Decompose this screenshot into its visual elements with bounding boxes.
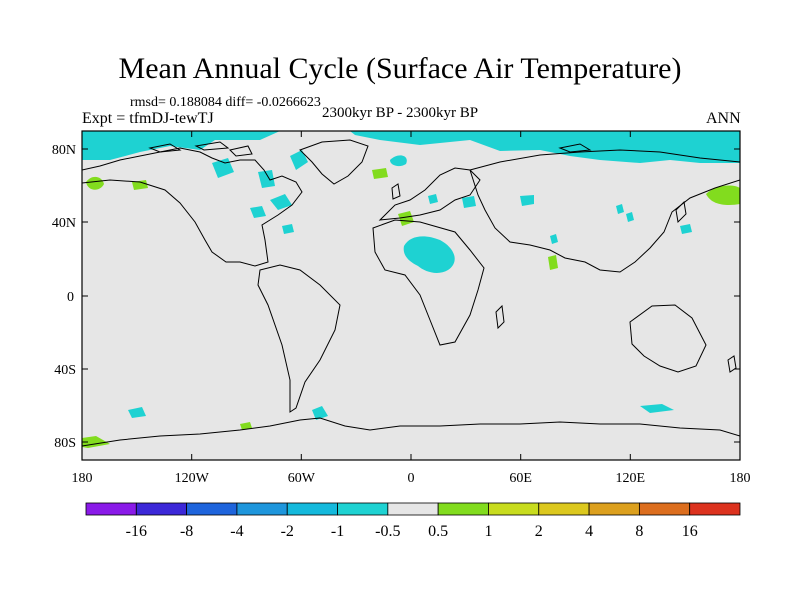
coastline-north-america — [82, 147, 303, 267]
y-tick-label: 80S — [54, 436, 76, 451]
colorbar-label: 1 — [484, 523, 492, 540]
x-tick-label: 0 — [408, 471, 415, 486]
colorbar-label: -16 — [126, 523, 147, 540]
colorbar-label: -1 — [331, 523, 344, 540]
colorbar-swatch — [236, 502, 288, 516]
colorbar-label: 4 — [585, 523, 593, 540]
cyan-anomaly-patches — [82, 131, 740, 420]
green-anomaly-patches — [82, 168, 740, 448]
x-tick-label: 120E — [616, 471, 646, 486]
season-label: ANN — [706, 110, 741, 127]
plot-subtitle: 2300kyr BP - 2300kyr BP — [321, 105, 479, 121]
y-tick-label: 40S — [54, 363, 76, 378]
coastlines — [82, 139, 740, 447]
y-tick-label: 40N — [52, 216, 76, 231]
map-background — [82, 131, 740, 460]
y-tick-label: 80N — [52, 143, 76, 158]
colorbar-label: 16 — [682, 523, 698, 540]
coastline-europe — [378, 167, 481, 221]
coastline-antarctica — [82, 417, 740, 447]
x-axis — [81, 131, 741, 460]
x-tick-label: 180 — [730, 471, 751, 486]
coastline-south-america — [257, 264, 341, 413]
coastline-greenland — [299, 139, 369, 185]
colorbar-label: -8 — [180, 523, 193, 540]
colorbar-swatch — [85, 502, 137, 516]
y-axis — [82, 148, 740, 443]
colorbar-label: 0.5 — [428, 523, 448, 540]
x-tick-label: 60W — [288, 471, 316, 486]
y-tick-label: 0 — [67, 290, 74, 305]
colorbar-label: -0.5 — [375, 523, 400, 540]
colorbar-swatch — [186, 502, 238, 516]
colorbar-swatch — [437, 502, 489, 516]
colorbar — [85, 502, 741, 516]
colorbar-swatch — [286, 502, 338, 516]
colorbar-swatch — [387, 502, 439, 516]
colorbar-swatch — [689, 502, 741, 516]
colorbar-swatch — [488, 502, 540, 516]
x-tick-label: 60E — [509, 471, 532, 486]
colorbar-label: -2 — [281, 523, 294, 540]
colorbar-swatch — [538, 502, 590, 516]
colorbar-swatch — [638, 502, 691, 516]
colorbar-label: 8 — [635, 523, 643, 540]
x-tick-label: 180 — [72, 471, 93, 486]
coastline-asia — [469, 149, 740, 273]
experiment-label: Expt = tfmDJ-tewTJ — [82, 110, 214, 127]
colorbar-swatch — [135, 502, 188, 516]
colorbar-label: -4 — [230, 523, 243, 540]
coastline-australia — [629, 304, 707, 373]
x-tick-label: 120W — [175, 471, 210, 486]
colorbar-swatch — [588, 502, 640, 516]
colorbar-swatch — [337, 502, 389, 516]
colorbar-label: 2 — [535, 523, 543, 540]
stats-text: rmsd= 0.188084 diff= -0.0266623 — [130, 95, 321, 110]
plot-title: Mean Annual Cycle (Surface Air Temperatu… — [118, 52, 682, 85]
coastline-africa — [372, 219, 485, 346]
